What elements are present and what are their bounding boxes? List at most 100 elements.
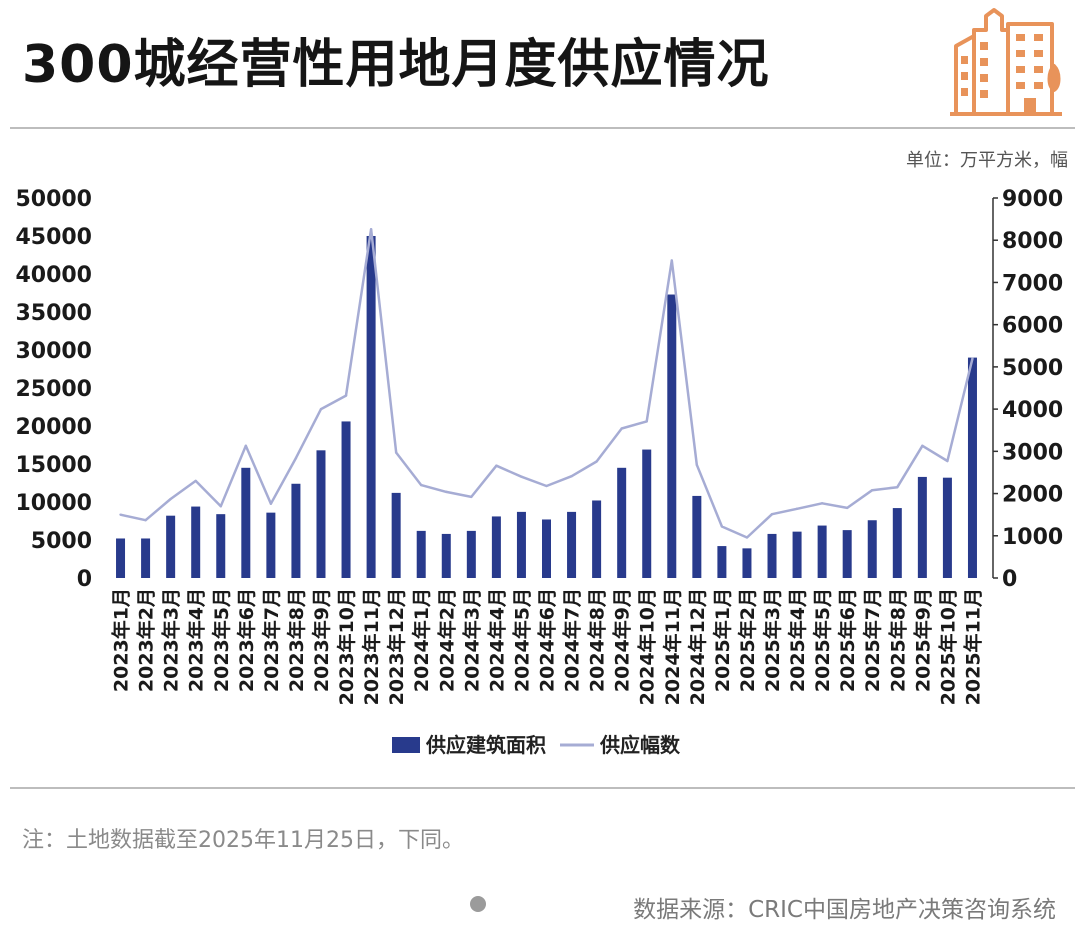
x-tick-label: 2023年7月 [260,588,283,692]
line-point [745,536,749,539]
left-axis: 0 5000 10000 15000 20000 25000 30000 35000 40000… [15,187,92,592]
right-tick-label: 1000 [1002,525,1063,550]
bar [116,538,126,578]
left-tick-label: 35000 [15,301,92,326]
line-point [470,495,473,499]
line-point [244,444,248,448]
line-point [219,505,222,508]
bar [917,476,927,578]
line-point [896,486,899,489]
x-tick-label: 2024年1月 [410,588,433,692]
left-tick-label: 10000 [15,491,92,516]
bar [141,538,151,578]
left-tick-label: 5000 [31,529,92,554]
line-point [344,394,348,397]
line-point [520,475,523,478]
x-tick-label: 2023年12月 [385,588,408,705]
bar [216,514,226,578]
x-tick-label: 2023年4月 [185,588,208,692]
x-tick-label: 2024年4月 [485,588,508,692]
x-tick-label: 2024年6月 [536,588,559,692]
x-tick-label: 2023年8月 [285,588,308,692]
bar [416,530,426,578]
line-point [369,228,373,231]
line-point [820,502,824,505]
x-tick-label: 2024年12月 [686,588,709,705]
bar [316,450,326,578]
bar [617,467,627,578]
right-tick-label: 8000 [1002,229,1063,254]
bar [366,236,376,578]
bar [642,449,652,578]
right-tick-label: 9000 [1002,187,1063,212]
line-point [720,525,724,528]
x-tick-label: 2024年10月 [636,588,659,705]
data-source: 数据来源：CRIC中国房地产决策咨询系统 [633,897,1056,923]
bar [241,467,251,578]
right-tick-label: 4000 [1002,398,1063,423]
bar [542,519,551,578]
right-axis: 0 1000 2000 3000 4000 5000 6000 7000 8000 9000 [992,187,1063,592]
bar [767,533,777,578]
bar [717,546,727,578]
bar [266,512,276,578]
legend-bar-swatch [392,737,420,753]
line-point [294,456,298,460]
line-point [695,463,699,467]
x-tick-label: 2023年6月 [235,588,258,692]
line-point [169,497,172,501]
legend: 供应建筑面积 供应幅数 [392,733,681,757]
line-point [194,479,197,483]
x-tick-label: 2023年3月 [160,588,183,692]
line-point [971,357,974,360]
bar [892,508,902,578]
bar [842,530,852,578]
x-tick-label: 2025年5月 [811,588,834,692]
left-tick-label: 30000 [15,339,92,364]
line-point [645,420,648,423]
source-bullet [470,896,486,912]
right-tick-label: 0 [1002,567,1017,592]
x-tick-label: 2025年10月 [936,588,959,705]
line-point [394,451,398,454]
right-tick-label: 2000 [1002,483,1063,508]
right-tick-label: 6000 [1002,314,1063,339]
x-tick-label: 2023年5月 [210,588,233,692]
city-buildings-icon [950,8,1062,116]
bar [441,533,451,578]
footer-divider [10,787,1075,789]
x-tick-label: 2024年11月 [661,588,684,705]
x-tick-label: 2024年7月 [561,588,584,692]
x-tick-label: 2025年7月 [861,588,884,692]
bar [166,515,176,578]
supply-chart: 0500010000150002000025000300003500040000… [15,187,1063,757]
line-point [595,460,598,463]
x-tick-label: 2024年2月 [435,588,458,692]
left-tick-label: 0 [77,567,92,592]
page-title: 300城经营性用地月度供应情况 [22,35,770,95]
left-tick-label: 25000 [15,377,92,402]
line-point [570,475,573,478]
line-point [545,484,548,488]
bar [792,531,802,578]
bar [341,421,351,578]
bar [817,525,827,578]
x-tick-label: 2023年11月 [360,588,383,705]
bar [967,357,977,578]
line-point [144,518,147,522]
line-point [670,259,673,262]
x-tick-label: 2025年9月 [911,588,934,692]
bar [391,492,401,578]
bar [516,511,526,578]
bar [692,495,702,578]
bar [667,294,677,578]
x-tick-label: 2024年9月 [611,588,634,692]
bar [742,548,752,578]
line-point [770,513,774,516]
x-tick-label: 2023年10月 [335,588,358,705]
right-tick-label: 3000 [1002,440,1063,465]
line-point [119,513,122,516]
left-tick-label: 20000 [15,415,92,440]
line-point [921,444,924,448]
x-tick-label: 2023年1月 [110,588,133,692]
